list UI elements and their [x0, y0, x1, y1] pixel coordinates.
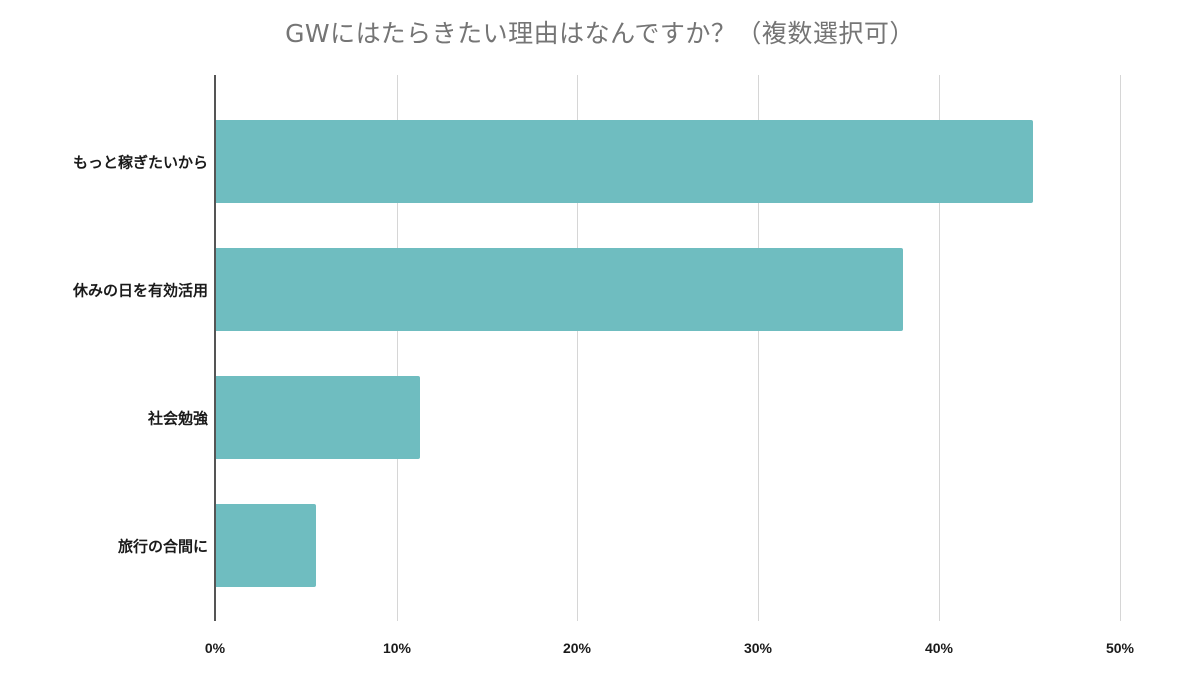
x-tick-label: 10% [382, 640, 412, 656]
gridline-50 [1120, 75, 1121, 621]
category-label: もっと稼ぎたいから [72, 153, 208, 172]
x-tick-label: 40% [924, 640, 954, 656]
x-tick-label: 20% [562, 640, 592, 656]
bar [215, 120, 1034, 203]
x-tick-label: 30% [743, 640, 773, 656]
y-axis-line [214, 75, 216, 621]
chart-title: GWにはたらきたい理由はなんですか？（複数選択可） [285, 19, 915, 48]
bar [215, 248, 903, 331]
bar [215, 504, 317, 587]
bar [215, 376, 420, 459]
category-label: 旅行の合間に [117, 537, 208, 556]
gridline-20 [577, 75, 578, 621]
x-tick-label: 0% [204, 640, 226, 656]
gridline-30 [758, 75, 759, 621]
gridline-40 [939, 75, 940, 621]
category-label: 休みの日を有効活用 [72, 281, 208, 300]
x-tick-label: 50% [1105, 640, 1135, 656]
category-label: 社会勉強 [147, 409, 208, 428]
gridline-10 [397, 75, 398, 621]
